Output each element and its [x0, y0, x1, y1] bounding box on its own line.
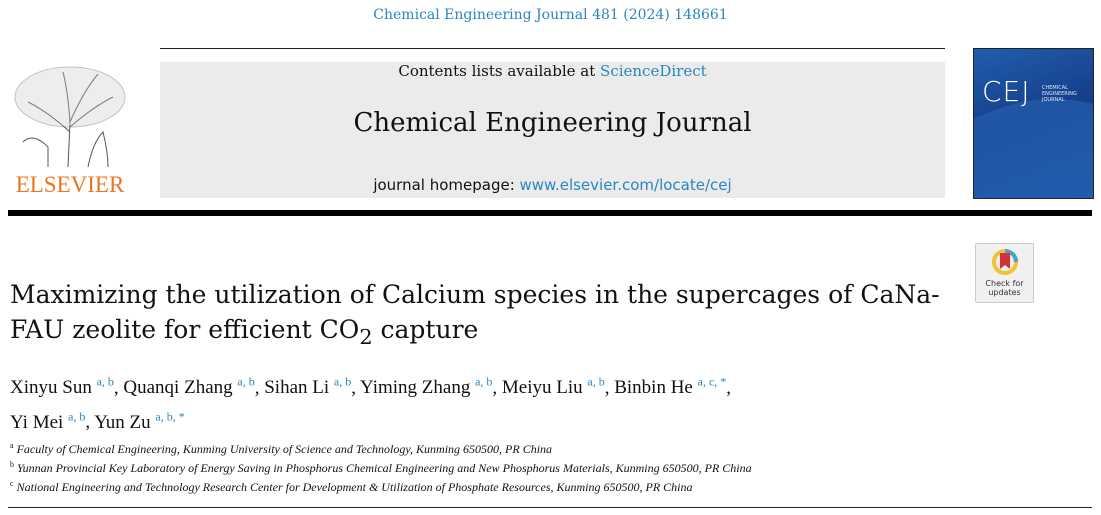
divider — [160, 48, 945, 49]
journal-header: Contents lists available at ScienceDirec… — [160, 62, 945, 198]
check-for-updates-badge[interactable]: Check for updates — [975, 243, 1034, 303]
title-text: capture — [372, 315, 479, 344]
homepage-link[interactable]: www.elsevier.com/locate/cej — [519, 176, 732, 194]
author[interactable]: Sihan Li a, b — [264, 375, 352, 399]
cover-line: JOURNAL — [1042, 97, 1065, 103]
affiliation: a Faculty of Chemical Engineering, Kunmi… — [10, 441, 553, 456]
contents-prefix: Contents lists available at — [398, 62, 601, 80]
cover-line: CHEMICAL — [1042, 85, 1068, 91]
author[interactable]: Yun Zu a, b, * — [94, 409, 185, 433]
journal-reference[interactable]: Chemical Engineering Journal 481 (2024) … — [373, 7, 728, 23]
article-title: Maximizing the utilization of Calcium sp… — [10, 277, 960, 355]
author-list: Xinyu Sun a, b, Quanqi Zhang a, b, Sihan… — [10, 375, 732, 433]
badge-line1: Check for — [985, 279, 1024, 288]
affiliations: a Faculty of Chemical Engineering, Kunmi… — [10, 438, 1010, 495]
homepage-line: journal homepage: www.elsevier.com/locat… — [160, 176, 945, 194]
author[interactable]: Binbin He a, c, * — [614, 375, 727, 399]
author[interactable]: Yi Mei a, b — [10, 409, 86, 433]
homepage-prefix: journal homepage: — [373, 176, 520, 194]
badge-line2: updates — [988, 288, 1021, 297]
journal-title: Chemical Engineering Journal — [353, 108, 752, 138]
title-subscript: 2 — [359, 325, 373, 349]
author[interactable]: Xinyu Sun a, b — [10, 375, 114, 399]
cover-subtitle: CHEMICAL ENGINEERING JOURNAL — [1042, 85, 1090, 103]
author[interactable]: Yiming Zhang a, b — [360, 375, 493, 399]
check-updates-icon — [991, 249, 1018, 275]
journal-cover[interactable]: CEJ CHEMICAL ENGINEERING JOURNAL — [973, 48, 1094, 199]
elsevier-tree-logo — [8, 62, 132, 198]
title-text: Maximizing the utilization of Calcium sp… — [10, 280, 940, 344]
cover-line: ENGINEERING — [1042, 91, 1077, 97]
divider — [8, 507, 1092, 508]
header-bar — [8, 210, 1092, 216]
cover-abbrev: CEJ — [982, 75, 1031, 108]
elsevier-wordmark: ELSEVIER — [15, 172, 125, 197]
affiliation: b Yunnan Provincial Key Laboratory of En… — [10, 460, 752, 475]
author[interactable]: Meiyu Liu a, b — [501, 375, 605, 399]
contents-line: Contents lists available at ScienceDirec… — [160, 62, 945, 80]
affiliation: c National Engineering and Technology Re… — [10, 479, 693, 494]
author[interactable]: Quanqi Zhang a, b — [123, 375, 255, 399]
sciencedirect-link[interactable]: ScienceDirect — [600, 62, 707, 80]
